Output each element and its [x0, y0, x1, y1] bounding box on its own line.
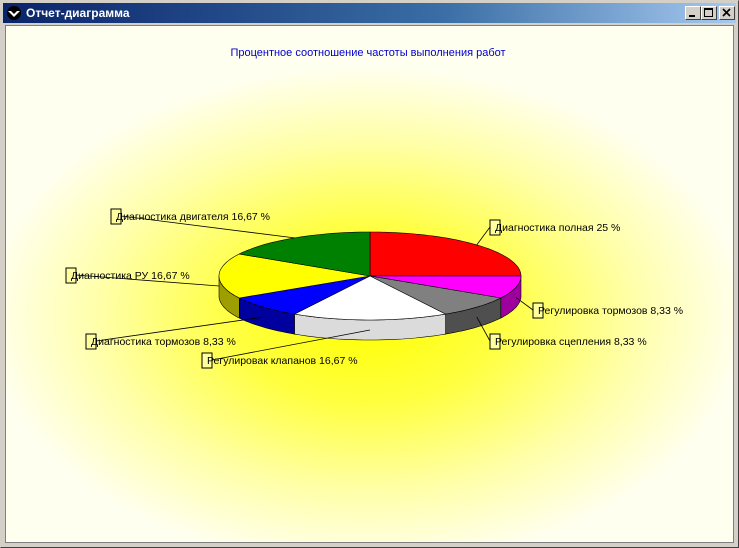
pie-slice [238, 275, 371, 315]
title-bar[interactable]: Отчет-диаграмма [3, 3, 736, 23]
pie-label-text: Диагностика РУ 16,67 % [71, 270, 190, 282]
pie-leader-line [515, 297, 534, 311]
pie-leader-line [120, 215, 295, 239]
minimize-icon [689, 15, 695, 17]
pie-label: Диагностика двигателя 16,67 % [110, 208, 295, 239]
pie-label-text: Диагностика полная 25 % [495, 222, 620, 234]
maximize-icon [704, 8, 713, 17]
pie-label-text: Диагностика двигателя 16,67 % [116, 211, 270, 223]
pie-slice [369, 275, 522, 299]
pie-label: Диагностика тормозов 8,33 % [85, 316, 264, 350]
chart-title: Процентное соотношение частоты выполнени… [230, 47, 506, 59]
pie-slice [369, 275, 502, 315]
pie-label-box [110, 208, 122, 225]
close-button[interactable] [719, 6, 735, 20]
pie-label-box [489, 333, 501, 350]
pie-leader-line [95, 316, 264, 342]
pie-leader-line [476, 316, 491, 342]
pie-chart: Диагностика полная 25 % Регулировка тормо… [65, 208, 683, 369]
pie-label-box [85, 333, 97, 350]
pie-slice [369, 231, 522, 277]
minimize-button[interactable] [685, 6, 701, 20]
pie-labels: Диагностика полная 25 % Регулировка тормо… [65, 208, 683, 369]
pie-label-text: Диагностика тормозов 8,33 % [91, 336, 236, 348]
pie-label-text: Регулировак клапанов 16,67 % [207, 355, 358, 367]
pie-label: Регулировак клапанов 16,67 % [201, 329, 371, 369]
pie-label: Диагностика РУ 16,67 % [65, 267, 220, 287]
pie-slice [218, 253, 371, 299]
pie-slice [293, 275, 447, 321]
pie-slices [218, 231, 522, 321]
pie-side-walls [218, 276, 522, 341]
maximize-button[interactable] [701, 6, 717, 20]
pie-label-box [489, 219, 501, 236]
pie-label-text: Регулировка сцепления 8,33 % [495, 336, 647, 348]
chart-area: Процентное соотношение частоты выполнени… [5, 25, 734, 543]
close-icon [722, 8, 731, 17]
pie-label-box [532, 302, 544, 319]
pie-label: Регулировка сцепления 8,33 % [476, 316, 647, 350]
pie-label: Регулировка тормозов 8,33 % [515, 297, 683, 319]
pie-leader-line [476, 226, 491, 246]
pie-leader-line [211, 329, 371, 361]
pie-leader-line [75, 274, 220, 287]
pie-label-text: Регулировка тормозов 8,33 % [538, 305, 683, 317]
window-title: Отчет-диаграмма [26, 6, 130, 20]
pie-label-box [65, 267, 77, 284]
app-icon [7, 6, 21, 20]
pie-label-box [201, 352, 213, 369]
pie-label: Диагностика полная 25 % [476, 219, 620, 246]
